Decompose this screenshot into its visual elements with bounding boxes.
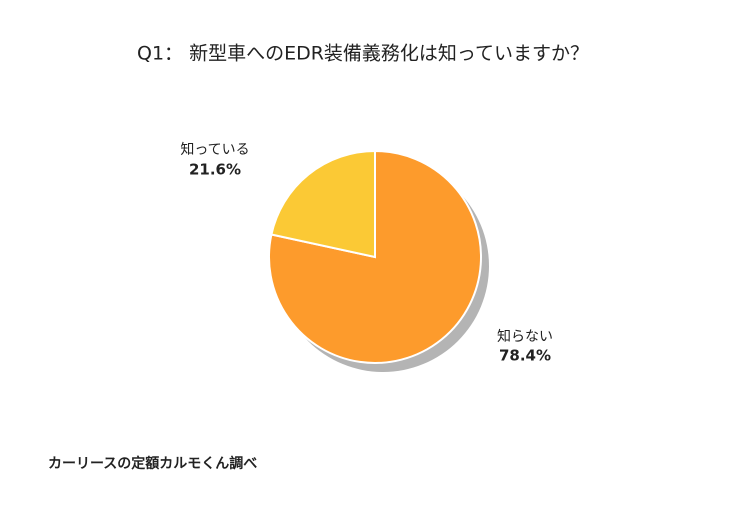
slice-label: 知っている [180, 141, 249, 158]
slice-value-label: 21.6% [189, 161, 241, 179]
slice-label: 知らない [497, 328, 553, 345]
slice-value-label: 78.4% [499, 347, 551, 365]
pie-slice [270, 149, 376, 259]
source-note: カーリースの定額カルモくん調べ [48, 455, 257, 472]
chart-title: Q1： 新型車へのEDR装備義務化は知っていますか？ [137, 43, 589, 65]
